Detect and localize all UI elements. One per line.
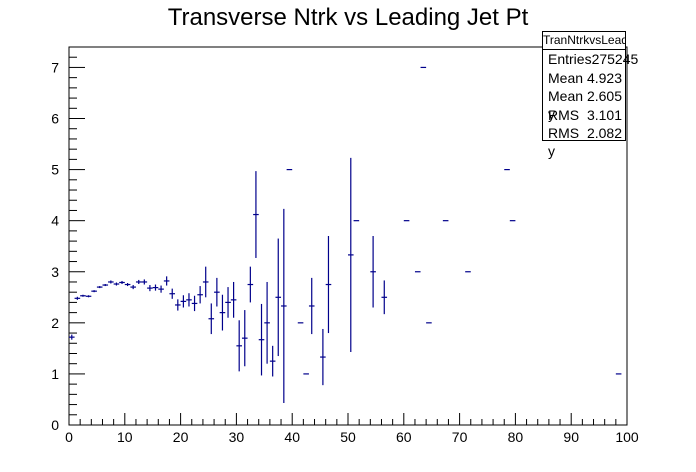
data-point	[214, 277, 220, 307]
data-point	[241, 310, 248, 367]
data-point	[96, 286, 103, 289]
data-point	[197, 286, 203, 304]
data-point	[308, 277, 315, 335]
data-point	[130, 285, 136, 290]
stats-label: Mean y	[548, 88, 584, 122]
data-point	[91, 290, 97, 293]
data-point	[247, 266, 254, 303]
data-point	[124, 282, 131, 287]
data-point	[102, 284, 109, 287]
data-point	[219, 294, 226, 331]
data-point	[325, 236, 332, 334]
x-tick-label: 80	[508, 429, 524, 445]
data-point	[275, 238, 282, 357]
data-point	[80, 294, 86, 297]
data-point	[236, 320, 242, 372]
stats-label: RMS	[548, 106, 580, 123]
data-point	[269, 345, 276, 377]
y-tick-label: 6	[51, 111, 59, 127]
data-point	[281, 208, 287, 404]
x-tick-label: 10	[117, 429, 133, 445]
x-tick-label: 20	[173, 429, 189, 445]
y-tick-label: 5	[51, 162, 59, 178]
stats-label: Mean	[548, 69, 584, 86]
stats-row-entries: Entries 275245	[543, 50, 638, 69]
stats-value: 275245	[591, 51, 639, 67]
chart-title: Transverse Ntrk vs Leading Jet Pt	[168, 4, 529, 31]
stats-row-rms-y: RMS y 2.082	[543, 124, 625, 159]
data-point	[225, 287, 231, 318]
data-point	[208, 303, 215, 335]
x-tick-label: 0	[65, 429, 73, 445]
x-tick-label: 40	[284, 429, 300, 445]
x-tick-label: 30	[229, 429, 245, 445]
stats-label: RMS y	[548, 125, 580, 159]
stats-title: TranNtrkvsLeadJetPt	[543, 32, 625, 50]
data-point	[370, 236, 376, 308]
data-point	[169, 288, 176, 299]
data-point	[69, 334, 75, 340]
x-tick-label: 90	[563, 429, 579, 445]
y-tick-label: 2	[51, 315, 59, 331]
stats-row-mean: Mean 4.923	[543, 69, 625, 88]
data-point	[191, 295, 198, 312]
y-tick-label: 0	[51, 417, 59, 433]
data-point	[85, 295, 92, 298]
y-tick-label: 3	[51, 264, 59, 280]
data-point	[180, 295, 187, 308]
y-tick-label: 7	[51, 59, 59, 75]
data-point	[264, 281, 270, 364]
data-point	[141, 279, 148, 285]
data-point	[108, 280, 114, 284]
data-point	[230, 281, 237, 318]
data-point	[135, 279, 142, 285]
axes: 0 10 20 30 40 50 60 70 80 90 100 0 1 2 3 4 5 6 7	[51, 46, 639, 445]
data-point	[158, 285, 164, 293]
data-point	[175, 299, 181, 311]
stats-value: 2.082	[586, 125, 622, 141]
data-points	[69, 66, 622, 404]
x-tick-label: 100	[615, 429, 639, 445]
data-point	[119, 280, 125, 285]
stats-value: 3.101	[586, 106, 622, 123]
x-tick-label: 50	[340, 429, 356, 445]
stats-row-mean-y: Mean y 2.605	[543, 87, 625, 122]
x-tick-label: 70	[452, 429, 468, 445]
stats-label: Entries	[548, 51, 592, 67]
data-point	[202, 266, 209, 298]
data-point	[320, 328, 326, 386]
data-point	[74, 296, 81, 300]
data-point	[147, 285, 153, 292]
data-point	[186, 293, 192, 307]
data-point	[253, 171, 259, 258]
data-point	[258, 303, 265, 376]
data-point	[152, 284, 159, 291]
data-point	[113, 282, 120, 286]
stats-row-rms: RMS 3.101	[543, 106, 625, 125]
y-tick-label: 4	[51, 213, 59, 229]
stats-value: 2.605	[586, 88, 622, 104]
x-tick-label: 60	[396, 429, 412, 445]
stats-box: TranNtrkvsLeadJetPt Entries 275245 Mean …	[542, 31, 638, 159]
stats-value: 4.923	[586, 69, 622, 86]
y-tick-label: 1	[51, 366, 59, 382]
data-point	[381, 280, 388, 315]
data-point	[163, 276, 170, 286]
data-point	[348, 157, 354, 352]
